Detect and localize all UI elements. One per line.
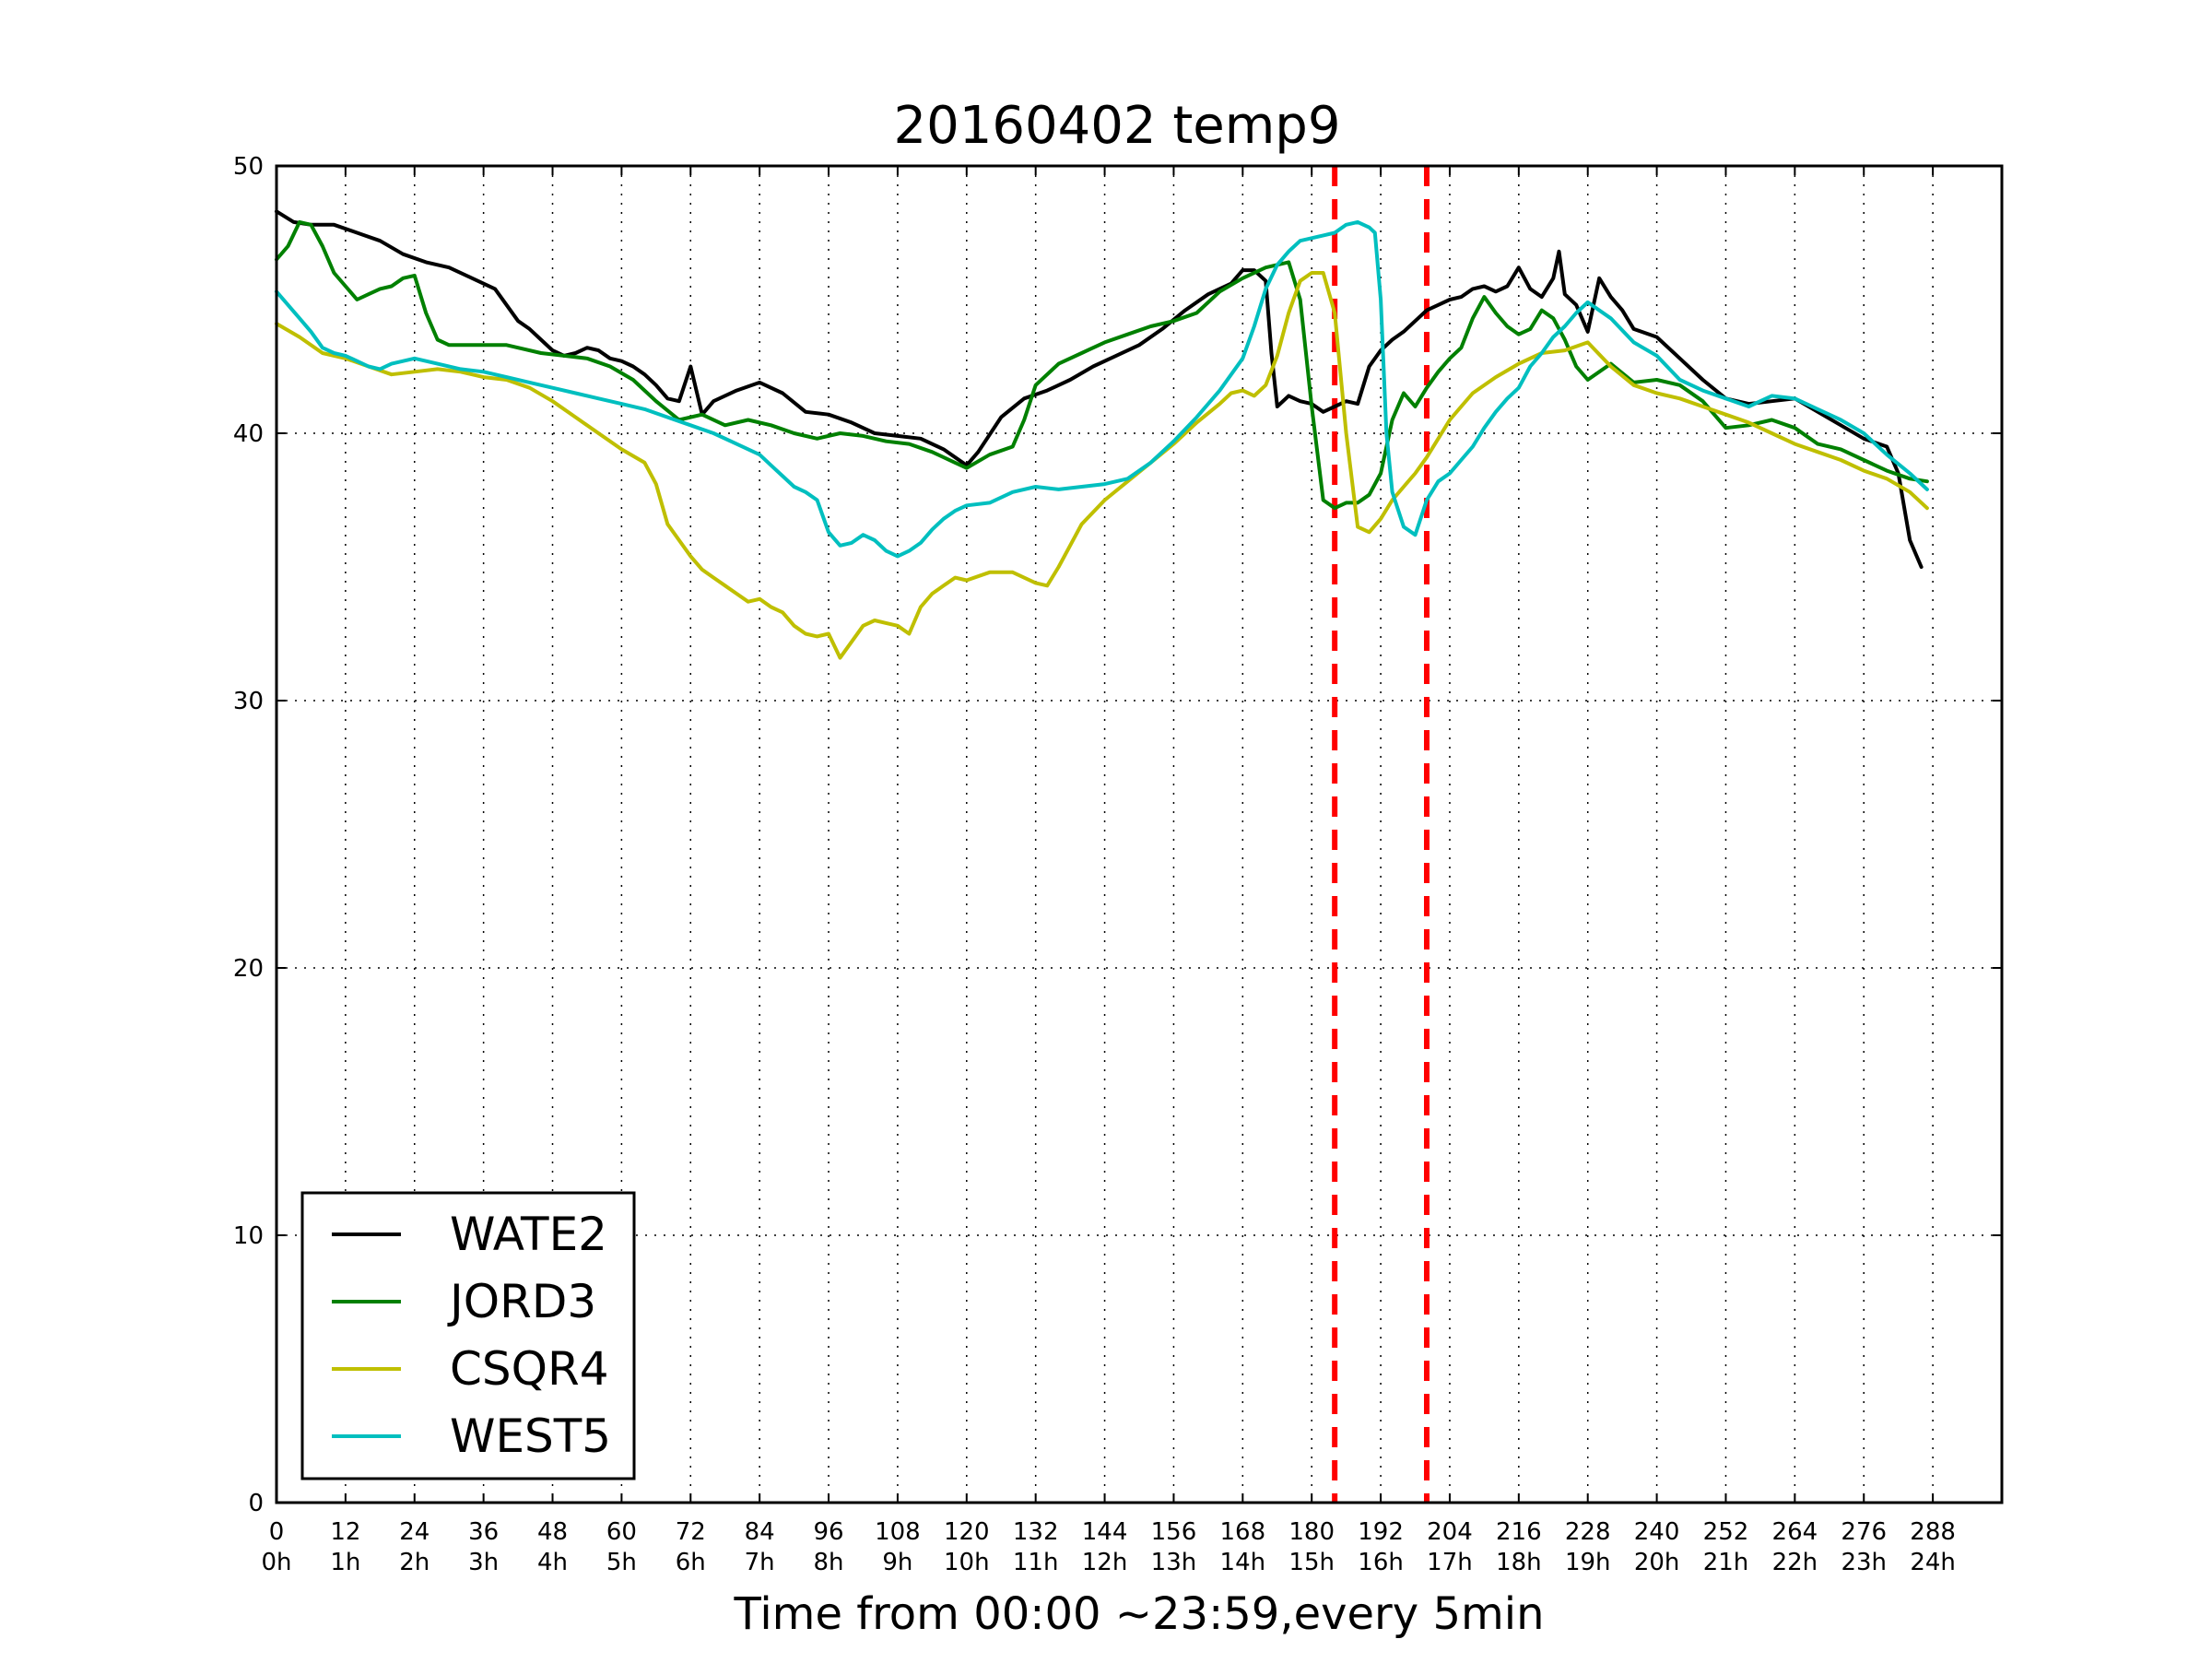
legend-box [300,1191,636,1480]
y-tick-label: 10 [233,1222,264,1250]
x-tick-label: 12 [330,1518,360,1546]
x-tick-label: 144 [1082,1518,1128,1546]
x-axis-label: Time from 00:00 ~23:59,every 5min [734,1588,1545,1640]
series-line-west5 [275,219,1929,559]
x-tick-sublabel: 7h [745,1549,775,1576]
x-tick-sublabel: 0h [261,1549,291,1576]
x-tick-label: 120 [944,1518,990,1546]
x-tick-sublabel: 19h [1565,1549,1611,1576]
x-tick-sublabel: 4h [537,1549,568,1576]
x-tick-label: 216 [1496,1518,1542,1546]
x-tick-sublabel: 14h [1220,1549,1266,1576]
x-tick-sublabel: 11h [1013,1549,1059,1576]
x-tick-label: 108 [875,1518,921,1546]
marker-lines [1332,166,1430,1503]
series-line-wate2 [275,209,1924,569]
x-tick-sublabel: 20h [1634,1549,1680,1576]
legend-label: WATE2 [450,1208,607,1261]
x-tick-sublabel: 3h [468,1549,499,1576]
x-tick-label: 60 [606,1518,637,1546]
x-tick-label: 288 [1910,1518,1956,1546]
plot-frame [275,164,2004,1504]
x-tick-sublabel: 24h [1910,1549,1956,1576]
x-tick-label: 72 [676,1518,706,1546]
legend-label: WEST5 [450,1409,611,1463]
legend: WATE2 JORD3 CSQR4 WEST5 [300,1191,636,1480]
y-tick-label: 0 [248,1490,264,1517]
x-tick-label: 264 [1772,1518,1818,1546]
x-tick-sublabel: 5h [606,1549,637,1576]
x-tick-sublabel: 6h [676,1549,706,1576]
x-tick-label: 96 [813,1518,843,1546]
series-line-csqr4 [275,271,1929,660]
x-tick-sublabel: 15h [1288,1549,1335,1576]
x-tick-label: 276 [1841,1518,1887,1546]
x-tick-label: 84 [745,1518,775,1546]
y-tick-label: 40 [233,420,264,448]
x-tick-sublabel: 22h [1772,1549,1818,1576]
series-line-jord3 [275,219,1929,511]
x-tick-label: 204 [1427,1518,1473,1546]
legend-label: CSQR4 [450,1342,609,1396]
x-tick-label: 168 [1219,1518,1265,1546]
x-tick-label: 24 [399,1518,429,1546]
x-tick-label: 132 [1013,1518,1059,1546]
x-tick-label: 48 [537,1518,568,1546]
x-tick-label: 156 [1151,1518,1197,1546]
x-tick-label: 240 [1634,1518,1680,1546]
chart-title: 20160402 temp9 [894,96,1341,156]
x-tick-sublabel: 10h [944,1549,990,1576]
x-tick-label: 228 [1565,1518,1611,1546]
x-tick-sublabel: 8h [814,1549,844,1576]
x-tick-sublabel: 17h [1427,1549,1473,1576]
x-tick-label: 36 [468,1518,499,1546]
x-tick-label: 252 [1703,1518,1749,1546]
y-tick-label: 20 [233,955,264,983]
x-tick-sublabel: 1h [330,1549,360,1576]
axis-ticks: 0 0h 12 1h 24 2h 36 3h 48 4h 60 5h 72 6h 84 7h 96 8h 108 9h… [233,153,2002,1576]
series-group [275,209,1929,660]
x-tick-sublabel: 12h [1082,1549,1128,1576]
x-tick-sublabel: 13h [1151,1549,1197,1576]
x-tick-sublabel: 16h [1358,1549,1404,1576]
x-tick-sublabel: 21h [1703,1549,1749,1576]
x-tick-sublabel: 9h [882,1549,912,1576]
x-tick-label: 180 [1288,1518,1335,1546]
x-tick-label: 0 [269,1518,285,1546]
x-tick-label: 192 [1358,1518,1404,1546]
x-tick-sublabel: 23h [1841,1549,1887,1576]
legend-label: JORD3 [447,1275,596,1328]
x-tick-sublabel: 18h [1496,1549,1542,1576]
y-tick-label: 30 [233,688,264,715]
y-tick-label: 50 [233,153,264,181]
x-tick-sublabel: 2h [399,1549,429,1576]
